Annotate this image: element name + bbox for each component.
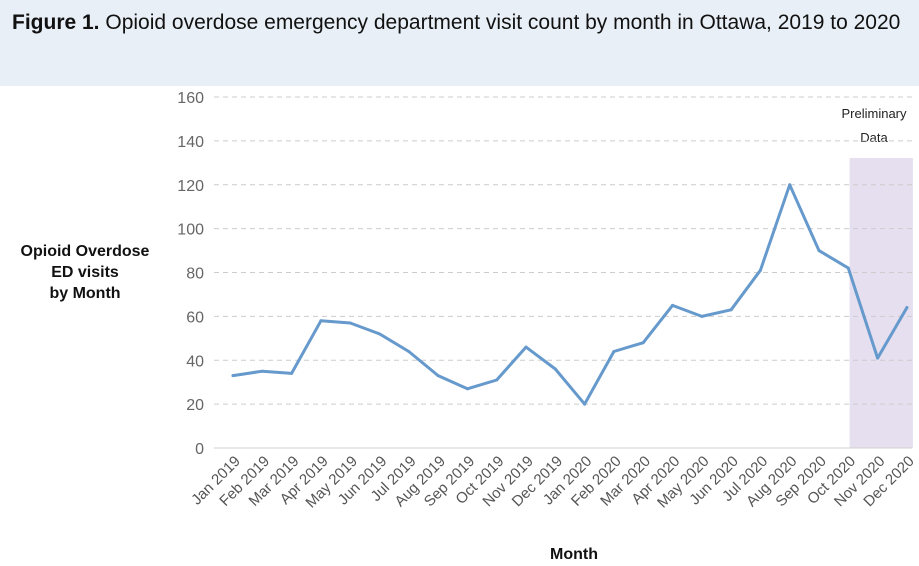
data-point xyxy=(758,268,762,272)
y-tick-label: 140 xyxy=(177,134,204,151)
data-point xyxy=(612,349,616,353)
data-point xyxy=(348,321,352,325)
data-line xyxy=(231,183,909,406)
data-point xyxy=(407,349,411,353)
y-axis-label-line: ED visits xyxy=(51,264,119,281)
data-point xyxy=(817,249,821,253)
data-point xyxy=(260,369,264,373)
y-tick-label: 40 xyxy=(186,353,204,370)
data-point xyxy=(553,367,557,371)
y-tick-label: 120 xyxy=(177,178,204,195)
y-tick-label: 20 xyxy=(186,397,204,414)
data-point xyxy=(876,356,880,360)
title-bar: Figure 1. Opioid overdose emergency depa… xyxy=(0,0,919,86)
data-point xyxy=(729,308,733,312)
data-point xyxy=(846,266,850,270)
data-point xyxy=(378,332,381,336)
data-point xyxy=(495,378,499,382)
data-point xyxy=(788,183,792,187)
data-point xyxy=(465,387,469,391)
data-point xyxy=(290,371,294,375)
y-axis-label-line: by Month xyxy=(49,285,121,302)
data-point xyxy=(583,402,587,406)
data-point xyxy=(905,306,909,310)
chart-title: Figure 1. Opioid overdose emergency depa… xyxy=(12,8,902,38)
data-point xyxy=(231,374,235,378)
x-axis-label: Month xyxy=(550,546,598,563)
data-point xyxy=(641,341,645,345)
title-text: Opioid overdose emergency department vis… xyxy=(105,11,901,34)
preliminary-label-line: Preliminary xyxy=(841,106,907,121)
y-tick-label: 80 xyxy=(186,266,204,283)
data-point xyxy=(436,374,440,378)
y-axis-label: Opioid Overdose ED visits by Month xyxy=(10,241,160,304)
y-axis-label-line: Opioid Overdose xyxy=(20,243,150,260)
data-point xyxy=(671,303,674,307)
y-tick-label: 100 xyxy=(177,222,204,239)
data-point xyxy=(524,345,528,349)
data-point xyxy=(319,319,323,323)
data-point xyxy=(700,314,704,318)
y-tick-label: 0 xyxy=(195,441,204,458)
figure-number: Figure 1. xyxy=(12,11,100,34)
y-tick-label: 60 xyxy=(186,309,204,326)
y-tick-label: 160 xyxy=(177,90,204,107)
